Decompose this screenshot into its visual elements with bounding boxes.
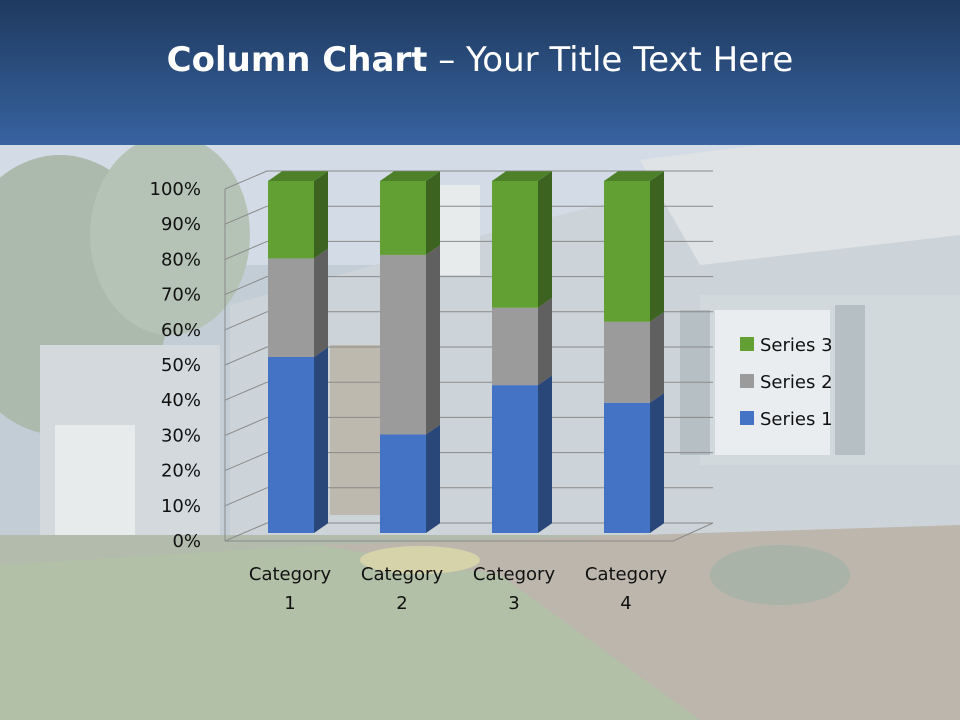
bar-side-2-1 [314, 248, 328, 357]
bar-top-4 [604, 171, 664, 181]
legend-swatch-1 [740, 411, 754, 425]
bar-3-3 [492, 181, 538, 308]
bar-2-1 [268, 258, 314, 357]
gridline-diagonal [224, 170, 268, 190]
legend-label-3: Series 3 [760, 335, 833, 356]
bar-side-2-2 [426, 245, 440, 435]
y-tick-label: 10% [161, 496, 201, 517]
y-tick-label: 90% [161, 214, 201, 235]
gridline-diagonal [224, 311, 268, 331]
title-rest: – Your Title Text Here [427, 40, 794, 80]
gridline-diagonal [224, 452, 268, 472]
x-tick-label-number: 3 [508, 593, 519, 614]
bar-1-2 [380, 434, 426, 533]
y-tick-label: 50% [161, 355, 201, 376]
y-tick-label: 70% [161, 285, 201, 306]
y-tick-label: 100% [150, 179, 201, 200]
y-tick-label: 20% [161, 461, 201, 482]
legend-swatch-3 [740, 337, 754, 351]
gridline-diagonal [224, 276, 268, 296]
bar-side-1-3 [538, 375, 552, 533]
x-tick-label: Category [249, 564, 332, 585]
x-tick-label: Category [361, 564, 444, 585]
legend-swatch-2 [740, 374, 754, 388]
bar-side-3-1 [314, 171, 328, 259]
bar-side-1-4 [650, 392, 664, 533]
bar-3-2 [380, 181, 426, 255]
x-tick-label-number: 1 [284, 593, 295, 614]
bar-side-1-2 [426, 424, 440, 533]
y-tick-label: 0% [172, 531, 201, 552]
bar-top-2 [380, 171, 440, 181]
bar-side-1-1 [314, 347, 328, 533]
gridline-diagonal [224, 205, 268, 225]
gridline-diagonal [224, 346, 268, 366]
bar-1-3 [492, 385, 538, 533]
gridline-diagonal [224, 522, 268, 542]
y-tick-label: 30% [161, 425, 201, 446]
bar-1-4 [604, 402, 650, 533]
bar-side-2-4 [650, 312, 664, 403]
bar-side-3-3 [538, 171, 552, 308]
bar-1-1 [268, 357, 314, 533]
legend-label-2: Series 2 [760, 372, 833, 393]
gridline-diagonal [224, 240, 268, 260]
bar-2-3 [492, 307, 538, 386]
bar-side-3-4 [650, 171, 664, 322]
bar-3-1 [268, 181, 314, 259]
bar-top-1 [268, 171, 328, 181]
gridline-diagonal [224, 416, 268, 436]
x-tick-label: Category [473, 564, 556, 585]
bar-top-3 [492, 171, 552, 181]
background-house-photo [0, 145, 960, 720]
bar-2-4 [604, 321, 650, 403]
x-tick-label: Category [585, 564, 668, 585]
slide-title: Column Chart – Your Title Text Here [0, 40, 960, 80]
gridline-diagonal [224, 487, 268, 507]
bar-side-2-3 [538, 297, 552, 386]
y-tick-label: 60% [161, 320, 201, 341]
title-banner [0, 0, 960, 145]
y-tick-label: 40% [161, 390, 201, 411]
legend-label-1: Series 1 [760, 409, 833, 430]
title-bold: Column Chart [166, 40, 428, 80]
bar-3-4 [604, 181, 650, 322]
floor-edge [672, 522, 714, 542]
x-tick-label-number: 4 [620, 593, 631, 614]
bar-side-3-2 [426, 171, 440, 255]
y-tick-label: 80% [161, 249, 201, 270]
gridline-diagonal [224, 381, 268, 401]
x-tick-label-number: 2 [396, 593, 407, 614]
bar-2-2 [380, 254, 426, 435]
